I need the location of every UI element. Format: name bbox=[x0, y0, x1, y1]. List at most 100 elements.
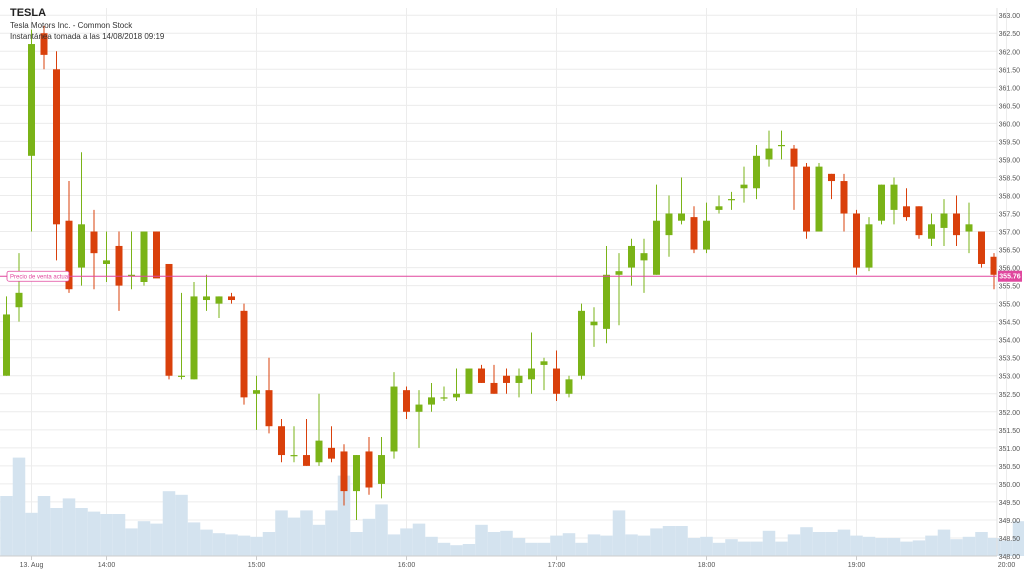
candle-body bbox=[78, 224, 85, 268]
volume-bar bbox=[425, 536, 438, 556]
candle-body bbox=[928, 224, 935, 239]
candle bbox=[15, 253, 23, 322]
volume-bar bbox=[325, 510, 338, 556]
candle-body bbox=[153, 231, 160, 279]
candle-body bbox=[715, 206, 723, 210]
volume-bar bbox=[800, 527, 813, 556]
y-tick-label: 348.50 bbox=[999, 536, 1021, 543]
volume-bar bbox=[125, 528, 138, 556]
candle-body bbox=[165, 263, 173, 376]
volume-bar bbox=[50, 508, 63, 556]
candle bbox=[515, 368, 523, 398]
candle-body bbox=[828, 173, 835, 182]
candle bbox=[53, 51, 60, 261]
volume-bar bbox=[512, 538, 526, 556]
candle bbox=[615, 253, 623, 326]
candle-body bbox=[490, 382, 498, 394]
y-tick-label: 355.00 bbox=[999, 302, 1021, 309]
candle-body bbox=[628, 245, 635, 268]
candle bbox=[578, 303, 585, 380]
y-tick-label: 358.00 bbox=[999, 193, 1021, 200]
volume-bar bbox=[112, 514, 126, 556]
candle-body bbox=[265, 390, 273, 427]
candle bbox=[603, 245, 610, 344]
current-price-value: 355.76 bbox=[999, 274, 1021, 281]
y-tick-label: 357.50 bbox=[999, 212, 1021, 219]
candle bbox=[465, 368, 473, 394]
candle-body bbox=[778, 145, 785, 147]
candle bbox=[140, 231, 148, 286]
candle-body bbox=[915, 206, 923, 236]
candle bbox=[928, 213, 935, 246]
candle-body bbox=[65, 220, 73, 290]
y-tick-label: 356.50 bbox=[999, 248, 1021, 255]
candle bbox=[765, 130, 773, 167]
volume-bar bbox=[25, 512, 38, 556]
y-tick-label: 351.50 bbox=[999, 428, 1021, 435]
volume-bar bbox=[762, 530, 776, 556]
candle-body bbox=[703, 220, 710, 250]
volume-bar bbox=[750, 541, 763, 556]
candle bbox=[415, 390, 423, 448]
x-axis: 13. Aug 14:00 15:00 16:00 17:00 18:00 19:00 20:… bbox=[0, 555, 1015, 569]
candle-body bbox=[103, 260, 110, 264]
volume-bar bbox=[375, 504, 388, 556]
y-tick-label: 349.00 bbox=[999, 518, 1021, 525]
y-tick-label: 352.00 bbox=[999, 410, 1021, 417]
candle bbox=[565, 375, 573, 398]
candle bbox=[753, 145, 760, 200]
volume-bars bbox=[0, 457, 1024, 556]
y-tick-label: 361.00 bbox=[999, 85, 1021, 92]
volume-bar bbox=[600, 535, 613, 556]
volume-bar bbox=[1000, 540, 1013, 556]
volume-bar bbox=[237, 535, 251, 556]
candle-body bbox=[203, 296, 210, 301]
candle-body bbox=[303, 455, 310, 466]
y-tick-label: 350.00 bbox=[999, 482, 1021, 489]
candle bbox=[903, 188, 910, 221]
candle bbox=[690, 206, 698, 254]
y-tick-label: 349.50 bbox=[999, 500, 1021, 507]
candle-body bbox=[753, 155, 760, 189]
y-tick-label: 354.00 bbox=[999, 338, 1021, 345]
x-tick-label: 18:00 bbox=[698, 562, 716, 569]
volume-bar bbox=[137, 521, 151, 556]
volume-bar bbox=[462, 544, 476, 556]
candle-body bbox=[603, 274, 610, 329]
candle-body bbox=[590, 321, 598, 326]
y-tick-label: 359.00 bbox=[999, 157, 1021, 164]
volume-bar bbox=[487, 532, 501, 556]
candle bbox=[340, 444, 348, 506]
volume-bar bbox=[850, 535, 863, 556]
y-tick-label: 352.50 bbox=[999, 392, 1021, 399]
candle-body bbox=[853, 213, 860, 268]
candle bbox=[265, 357, 273, 434]
current-price-label-box bbox=[6, 270, 70, 282]
candle-body bbox=[278, 426, 285, 456]
candle bbox=[190, 282, 198, 380]
volume-bar bbox=[412, 523, 426, 556]
volume-bar bbox=[725, 539, 738, 556]
candle-body bbox=[190, 296, 198, 380]
y-tick-label: 351.00 bbox=[999, 446, 1021, 453]
candle-body bbox=[953, 213, 960, 236]
y-tick-label: 360.50 bbox=[999, 103, 1021, 110]
volume-bar bbox=[250, 536, 263, 556]
candle bbox=[865, 217, 873, 272]
candle bbox=[215, 296, 223, 319]
candle bbox=[553, 350, 560, 401]
volume-bar bbox=[500, 530, 513, 556]
x-tick-label: 19:00 bbox=[848, 562, 866, 569]
candle-body bbox=[990, 256, 998, 275]
volume-bar bbox=[700, 536, 713, 556]
candle bbox=[990, 253, 998, 290]
candle bbox=[728, 191, 735, 210]
y-axis: 348.00 348.50 349.00 349.50 350.00 350.50 351.… bbox=[996, 8, 1021, 561]
candle bbox=[440, 386, 448, 401]
volume-bar bbox=[950, 539, 963, 556]
volume-bar bbox=[312, 524, 326, 556]
volume-bar bbox=[212, 533, 226, 556]
candle bbox=[503, 368, 510, 394]
candle-body bbox=[28, 44, 35, 156]
